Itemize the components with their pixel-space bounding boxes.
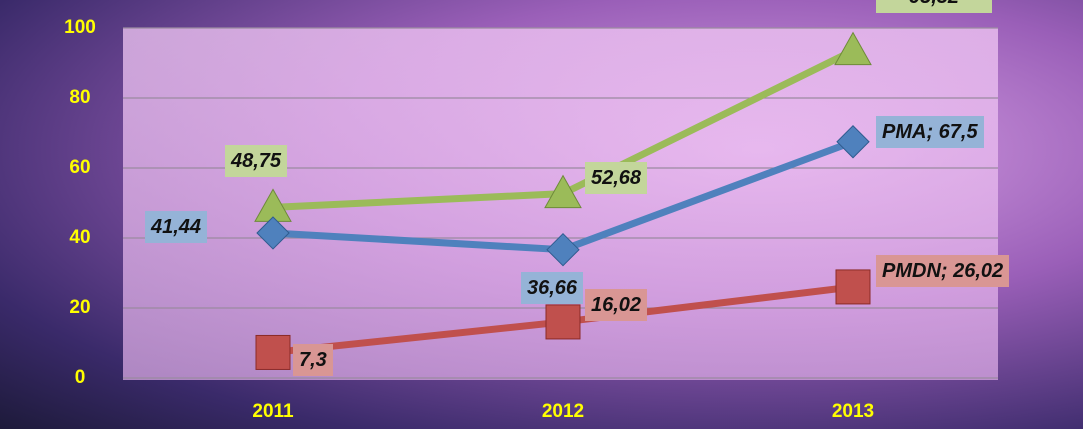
data-label: 41,44 (145, 211, 207, 243)
x-tick-label: 2012 (542, 401, 584, 422)
x-tick-label: 2013 (832, 401, 874, 422)
y-tick-label: 60 (69, 157, 90, 178)
data-label: 52,68 (585, 162, 647, 194)
data-label: PMA; 67,5 (876, 116, 984, 148)
marker (546, 305, 580, 339)
data-label: PMA+PMDN; 93,52 (876, 0, 992, 13)
x-tick-label: 2011 (252, 401, 294, 422)
data-label: 16,02 (585, 289, 647, 321)
y-tick-label: 80 (69, 87, 90, 108)
y-tick-label: 100 (64, 17, 96, 38)
y-tick-label: 0 (75, 367, 86, 388)
marker (256, 335, 290, 369)
marker (836, 270, 870, 304)
data-label: 36,66 (521, 272, 583, 304)
chart: 0 20 40 60 80 100 2011 2012 2013 48,75 52,68 PMA+P… (0, 0, 1083, 429)
data-label: 7,3 (293, 344, 333, 376)
data-label: PMDN; 26,02 (876, 255, 1009, 287)
y-tick-label: 20 (69, 297, 90, 318)
y-tick-label: 40 (69, 227, 90, 248)
data-label: 48,75 (225, 145, 287, 177)
